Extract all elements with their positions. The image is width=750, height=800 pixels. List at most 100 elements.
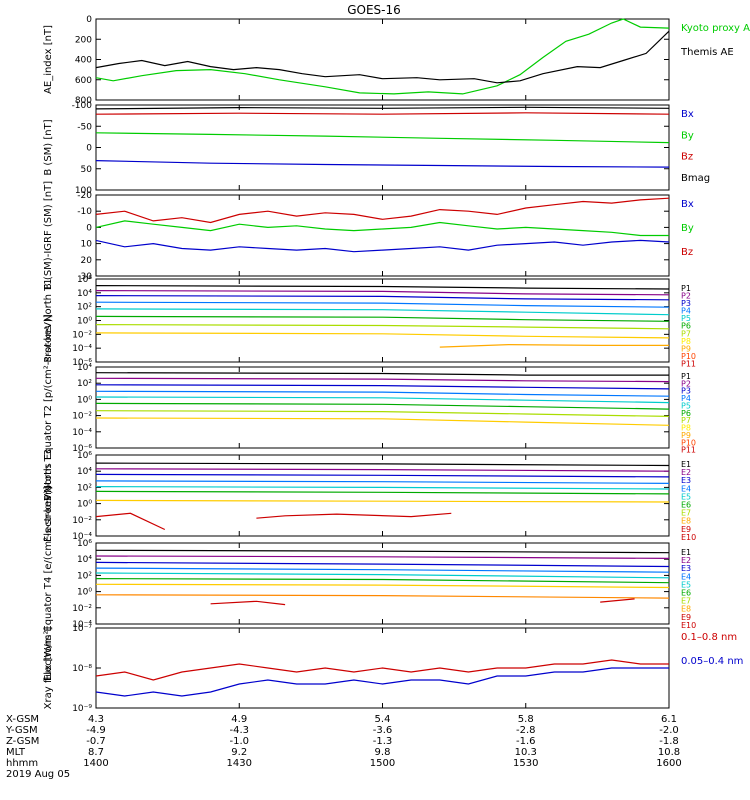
x-tick-value: -0.7 (86, 736, 106, 747)
x-tick-value: -2.8 (516, 725, 536, 736)
y-tick-label: 10 (81, 240, 93, 250)
series-line (95, 220, 669, 237)
x-row-label: X-GSM (6, 714, 39, 725)
series-line (95, 499, 670, 503)
y-tick-label: 10⁻⁴ (72, 532, 92, 542)
series-line (95, 417, 670, 426)
x-tick-value: 1400 (83, 758, 108, 769)
legend-item: P10 (681, 438, 696, 447)
panel-1: AE_index [nT] 0 200 400 600 800 Kyoto proxy AE… (43, 15, 750, 106)
legend-item: P3 (681, 299, 691, 308)
y-tick-label: 10² (77, 483, 92, 493)
x-tick-value: -3.6 (373, 725, 393, 736)
y-tick-label: 10⁶ (77, 539, 92, 549)
series-line (95, 410, 670, 417)
series-line (95, 285, 670, 290)
y-tick-label: 600 (75, 76, 92, 86)
legend-item: E10 (681, 533, 696, 542)
legend-item: Bz (681, 247, 693, 258)
legend-item: P8 (681, 424, 691, 433)
y-axis-label: Electrons North T3 (43, 449, 54, 542)
x-tick-value: 4.3 (88, 714, 104, 725)
legend-item: Kyoto proxy AE (681, 23, 750, 34)
legend-item: E7 (681, 509, 691, 518)
legend-item: E5 (681, 492, 691, 501)
y-tick-label: -100 (72, 101, 93, 111)
legend-item: E2 (681, 468, 691, 477)
x-tick-value: -1.6 (516, 736, 536, 747)
legend-item: E4 (681, 572, 691, 581)
legend-item: Bmag (681, 173, 710, 184)
x-tick-value: 9.8 (375, 747, 391, 758)
series-line (95, 377, 670, 383)
legend-item: Bx (681, 199, 694, 210)
panel-3: B (SM)-IGRF (SM) [nT] -20 -10 0 10 20 30 Bx By Bz (43, 181, 694, 290)
y-tick-label: 10⁰ (77, 500, 92, 510)
panel-2: B (SM) [nT] -100 -50 0 50 100 Bx By Bz Bmag (43, 101, 710, 196)
y-axis-label: Protons North T1 (43, 278, 54, 362)
series-line (95, 667, 669, 697)
legend-item: By (681, 130, 694, 141)
series-line (210, 600, 286, 606)
legend-item: P7 (681, 416, 691, 425)
y-tick-label: 10⁻⁷ (72, 624, 92, 634)
series-line (95, 112, 670, 115)
y-tick-label: -20 (77, 191, 92, 201)
series-line (95, 572, 670, 579)
y-tick-label: 10⁴ (77, 363, 92, 373)
series-line (95, 30, 670, 84)
x-tick-value: 10.3 (515, 747, 537, 758)
legend-item: P8 (681, 337, 691, 346)
series-line (95, 577, 670, 584)
series-line (95, 384, 670, 390)
x-tick-value: -4.9 (86, 725, 106, 736)
legend-item: 0.1–0.8 nm (681, 632, 737, 643)
y-tick-label: 10⁴ (77, 555, 92, 565)
series-line (95, 473, 670, 478)
panel-frame (95, 454, 670, 537)
y-tick-label: 10⁻⁴ (72, 344, 92, 354)
panel-6: Electrons North T3 10⁶ 10⁴ 10² 10⁰ 10⁻² 10⁻⁴ E1… (43, 449, 696, 542)
series-line (95, 106, 670, 110)
y-tick-label: 10⁻⁴ (72, 428, 92, 438)
legend-item: E3 (681, 564, 691, 573)
series-line (95, 468, 670, 472)
legend-item: By (681, 223, 694, 234)
y-tick-label: 200 (75, 35, 92, 45)
legend-item: E5 (681, 580, 691, 589)
series-line (95, 462, 670, 467)
legend-item: P6 (681, 409, 691, 418)
series-line (439, 343, 669, 348)
legend-item: P2 (681, 292, 691, 301)
x-row-label: MLT (6, 747, 26, 758)
legend-item: P7 (681, 329, 691, 338)
legend-item: P1 (681, 372, 691, 381)
y-tick-label: 10⁻⁴ (72, 620, 92, 630)
legend-item: P5 (681, 314, 691, 323)
legend-item: E6 (681, 501, 691, 510)
legend-item: Bz (681, 152, 693, 163)
x-tick-value: 1500 (370, 758, 395, 769)
y-tick-label: 0 (86, 144, 92, 154)
series-line (95, 561, 670, 568)
x-tick-value: -1.3 (373, 736, 393, 747)
series-line (95, 290, 670, 296)
series-line (95, 132, 670, 144)
legend-item: Bx (681, 109, 694, 120)
legend-item: P3 (681, 387, 691, 396)
x-row-label: hhmm (6, 758, 38, 769)
legend-item: E1 (681, 548, 691, 557)
series-line (256, 512, 452, 519)
y-tick-label: 10⁴ (77, 289, 92, 299)
series-line (95, 594, 670, 599)
series-line (95, 486, 670, 490)
x-tick-value: 4.9 (231, 714, 247, 725)
y-tick-label: -10 (77, 207, 92, 217)
y-tick-label: 10⁻⁶ (72, 444, 92, 454)
legend-item: E8 (681, 605, 691, 614)
series-line (95, 583, 670, 589)
legend-item: 0.05–0.4 nm (681, 656, 743, 667)
series-line (95, 402, 670, 410)
panel-7: Electrons Equator T4 [e/(cm²-s-sr-keV)] 1… (43, 486, 696, 681)
